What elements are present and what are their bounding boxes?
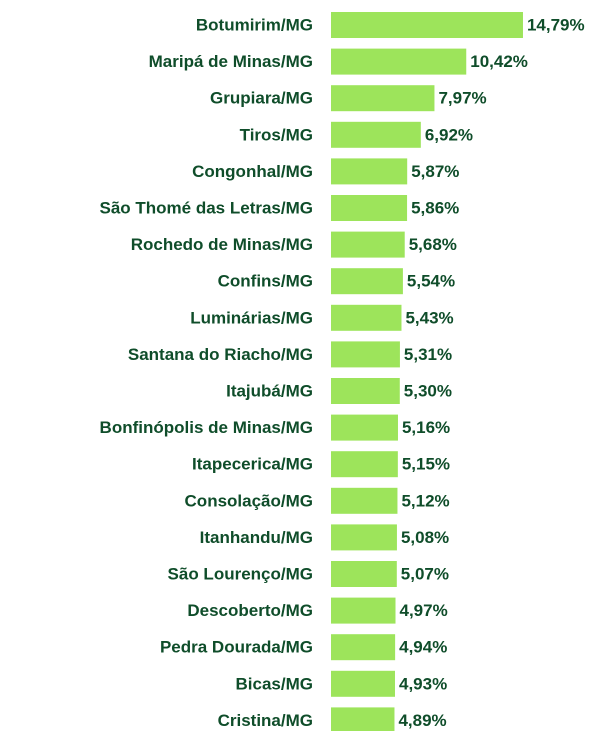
- value-label: 5,30%: [404, 381, 452, 400]
- value-label: 4,89%: [398, 711, 446, 730]
- bar: [331, 341, 400, 368]
- category-label: São Thomé das Letras/MG: [100, 198, 314, 217]
- bar: [331, 121, 421, 148]
- bar: [331, 158, 408, 185]
- value-label: 5,07%: [401, 564, 449, 583]
- category-label: Maripá de Minas/MG: [149, 52, 313, 71]
- value-label: 5,86%: [411, 198, 459, 217]
- bar: [331, 195, 408, 221]
- category-label: Itanhandu/MG: [200, 528, 313, 547]
- bar: [331, 561, 397, 587]
- category-label: Itapecerica/MG: [192, 455, 313, 474]
- bar: [331, 304, 402, 331]
- category-label: Confins/MG: [218, 272, 313, 291]
- value-label: 5,31%: [404, 345, 452, 364]
- bar: [331, 487, 398, 514]
- category-label: Santana do Riacho/MG: [128, 345, 313, 364]
- category-label: Botumirim/MG: [196, 15, 313, 34]
- category-label: Grupiara/MG: [210, 89, 313, 108]
- value-label: 4,97%: [400, 601, 448, 620]
- value-label: 6,92%: [425, 125, 473, 144]
- category-label: Bonfinópolis de Minas/MG: [100, 418, 313, 437]
- category-label: Luminárias/MG: [190, 308, 313, 327]
- category-label: Itajubá/MG: [226, 381, 313, 400]
- bar: [331, 268, 403, 295]
- value-label: 4,94%: [399, 638, 447, 657]
- bar: [331, 48, 467, 75]
- value-label: 5,87%: [411, 162, 459, 181]
- category-label: Rochedo de Minas/MG: [131, 235, 313, 254]
- value-label: 14,79%: [527, 15, 585, 34]
- bar: [331, 378, 400, 404]
- bar: [331, 670, 395, 697]
- category-label: Congonhal/MG: [192, 162, 313, 181]
- value-label: 5,15%: [402, 455, 450, 474]
- category-label: São Lourenço/MG: [168, 564, 313, 583]
- value-label: 10,42%: [470, 52, 528, 71]
- value-label: 5,68%: [409, 235, 457, 254]
- bar: [331, 707, 395, 731]
- value-label: 5,54%: [407, 272, 455, 291]
- value-label: 5,08%: [401, 528, 449, 547]
- value-label: 7,97%: [438, 89, 486, 108]
- bar: [331, 597, 396, 624]
- category-label: Bicas/MG: [236, 674, 313, 693]
- bar: [331, 451, 398, 478]
- value-label: 5,16%: [402, 418, 450, 437]
- category-label: Descoberto/MG: [187, 601, 313, 620]
- bar: [331, 524, 397, 551]
- category-label: Consolação/MG: [185, 491, 313, 510]
- bar: [331, 85, 435, 112]
- category-label: Pedra Dourada/MG: [160, 638, 313, 657]
- value-label: 5,43%: [405, 308, 453, 327]
- bar: [331, 414, 398, 441]
- bar: [331, 231, 405, 258]
- category-label: Cristina/MG: [218, 711, 313, 730]
- value-label: 5,12%: [401, 491, 449, 510]
- bar: [331, 634, 396, 661]
- category-label: Tiros/MG: [240, 125, 313, 144]
- bar: [331, 12, 523, 38]
- value-label: 4,93%: [399, 674, 447, 693]
